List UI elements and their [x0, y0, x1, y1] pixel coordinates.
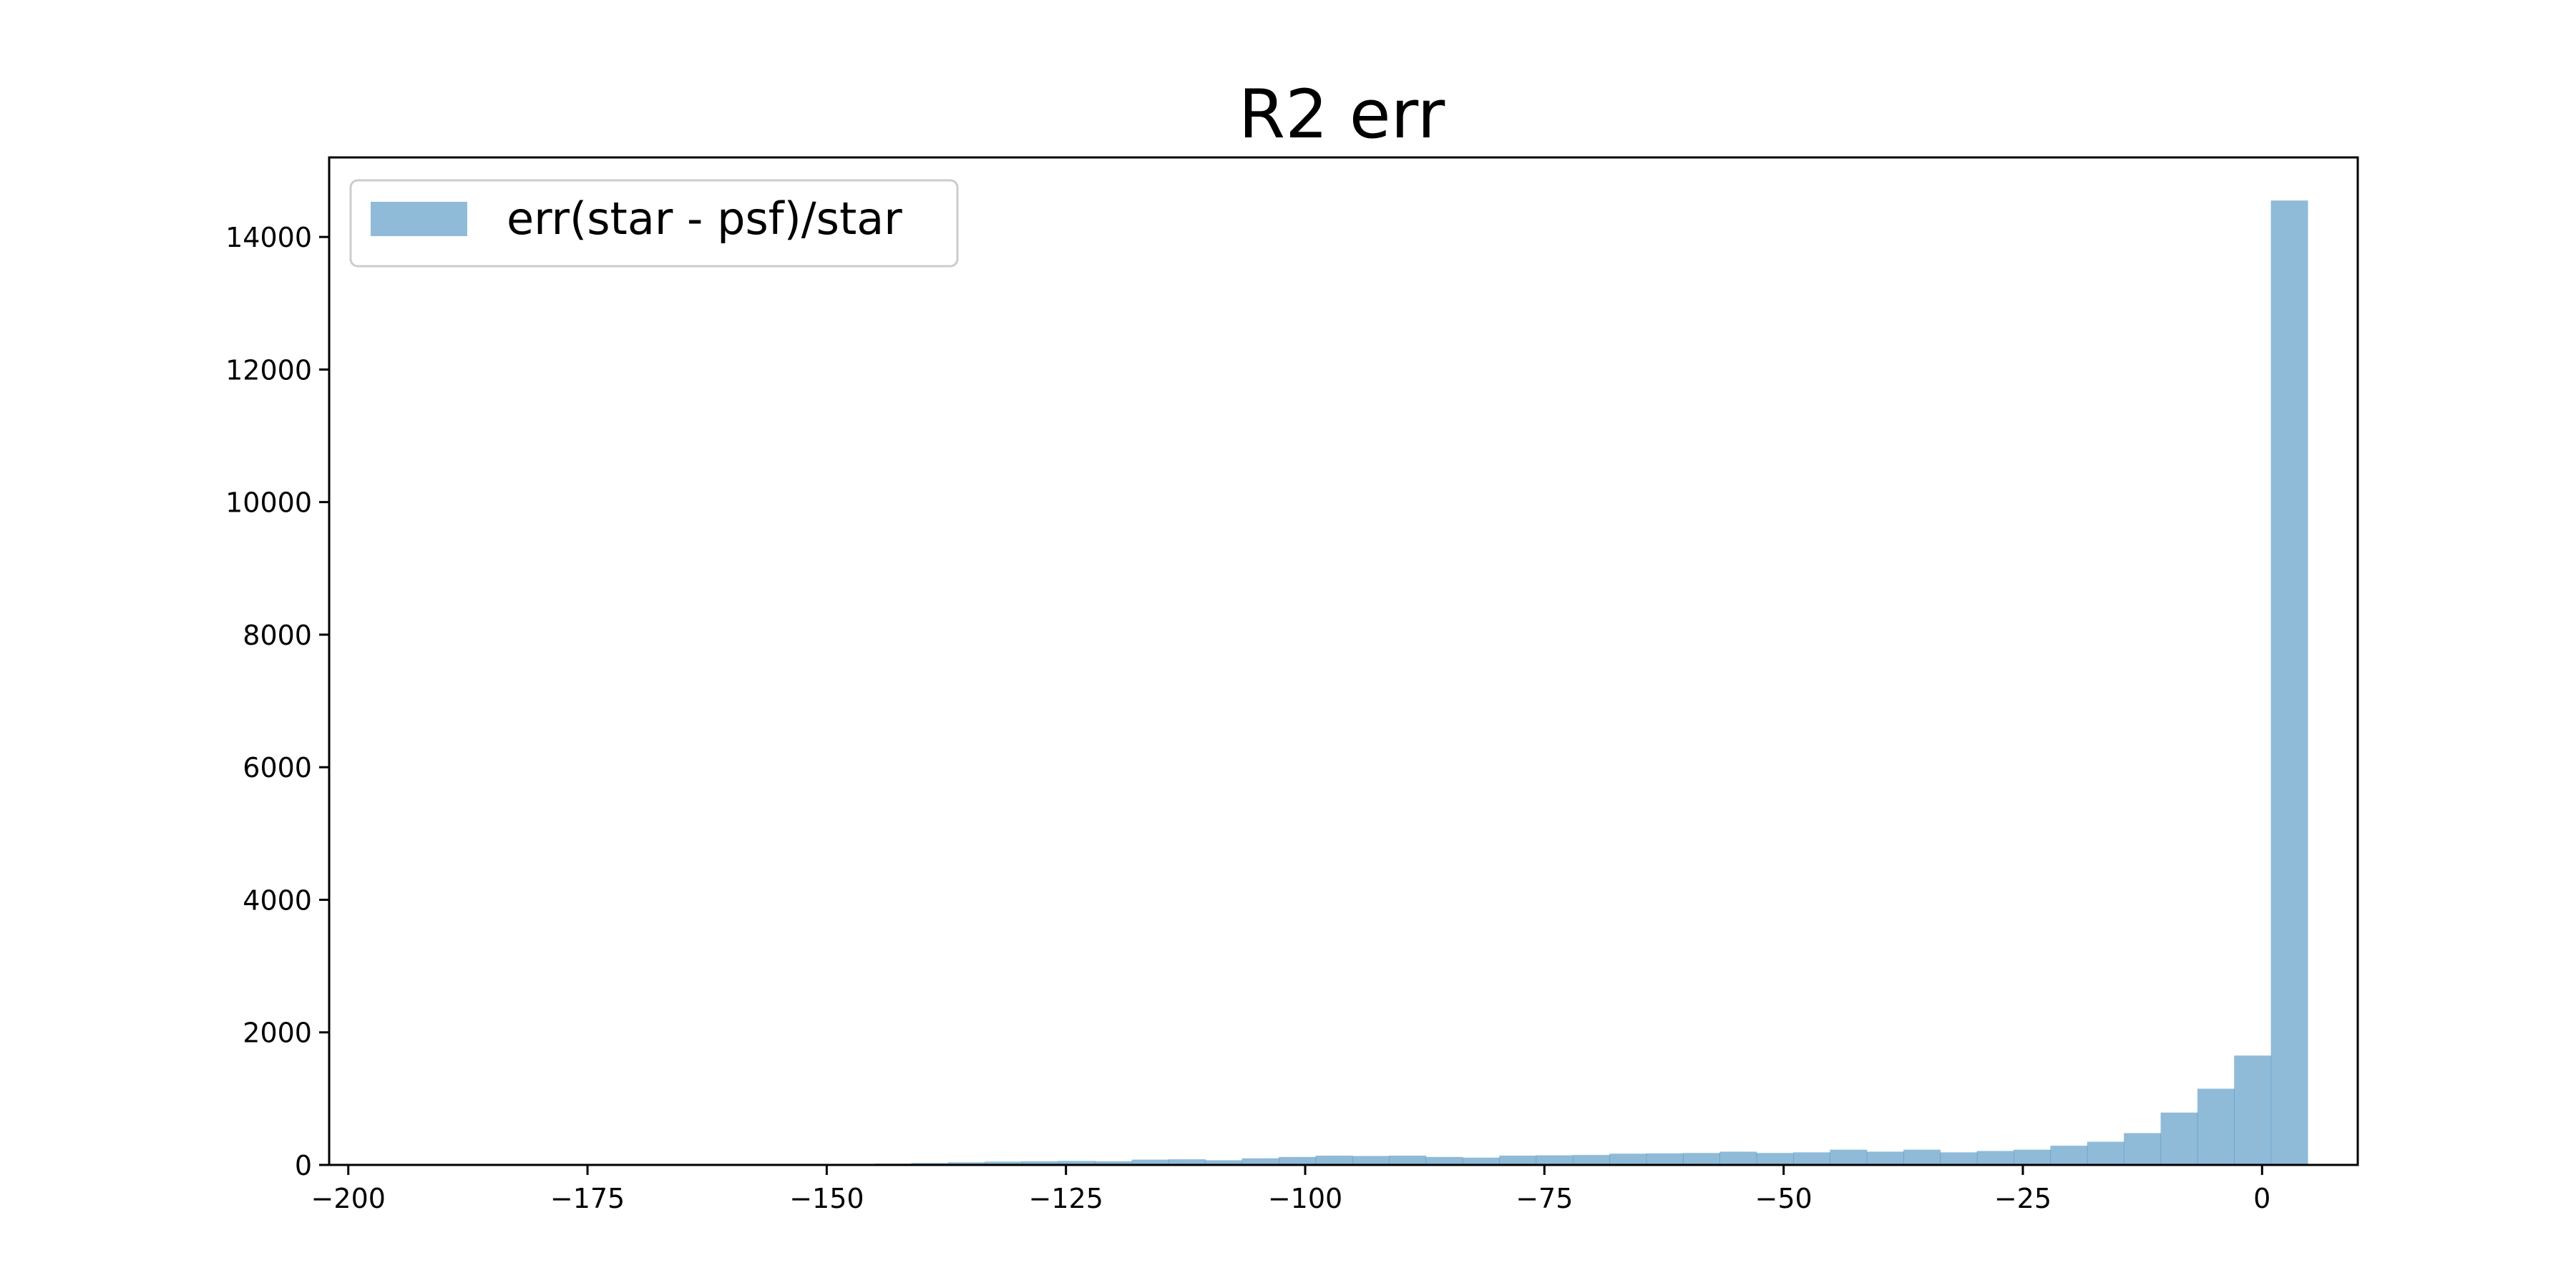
legend-box	[349, 179, 959, 268]
x-tick-label: −75	[1516, 1183, 1573, 1214]
y-tick-label: 8000	[243, 620, 312, 651]
histogram-bar	[1425, 1156, 1463, 1165]
histogram-bar	[947, 1162, 985, 1165]
histogram-bar	[1499, 1156, 1537, 1165]
x-tick-label: −125	[1029, 1183, 1103, 1214]
histogram-bar	[1830, 1149, 1868, 1165]
histogram-bar	[1756, 1153, 1794, 1165]
histogram-bar	[2087, 1141, 2124, 1165]
y-tick-label: 6000	[243, 752, 312, 784]
histogram-bar	[1940, 1152, 1978, 1165]
x-tick-label: −100	[1268, 1183, 1342, 1214]
y-tick-label: 0	[295, 1150, 312, 1181]
histogram-bar	[1279, 1156, 1317, 1165]
histogram-bar	[1609, 1153, 1647, 1165]
histogram-bar	[1572, 1155, 1610, 1165]
histogram-bar	[2270, 200, 2308, 1165]
x-tick-label: −50	[1755, 1183, 1813, 1214]
histogram-bar	[985, 1161, 1023, 1165]
histogram-bar	[2160, 1112, 2198, 1165]
histogram-bars	[874, 200, 2308, 1165]
histogram-bar	[1021, 1161, 1059, 1165]
histogram-bar	[1205, 1160, 1243, 1165]
chart-title: R2 err	[1239, 76, 1445, 154]
legend-swatch	[371, 202, 467, 236]
y-tick-label: 2000	[243, 1018, 312, 1049]
histogram-bar	[1462, 1157, 1500, 1165]
histogram-bar	[2124, 1133, 2162, 1165]
histogram-bar	[1793, 1152, 1830, 1165]
x-tick-label: −150	[789, 1183, 864, 1214]
histogram-bar	[1682, 1153, 1720, 1165]
x-tick-label: 0	[2253, 1183, 2270, 1214]
y-axis: 0 2000 4000 6000 8000 10000 12000 14000	[225, 222, 329, 1181]
histogram-bar	[1389, 1156, 1427, 1165]
y-tick-label: 10000	[225, 487, 312, 519]
histogram-bar	[1866, 1151, 1904, 1165]
plot-frame	[328, 156, 2359, 1166]
x-tick-label: −200	[311, 1183, 386, 1214]
histogram-bar	[1646, 1153, 1684, 1165]
histogram-bar	[1976, 1151, 2014, 1165]
histogram-bar	[1131, 1159, 1169, 1165]
legend-label: err(star - psf)/star	[507, 192, 902, 245]
histogram-bar	[1058, 1161, 1096, 1165]
x-axis: −200 −175 −150 −125 −100 −75 −50 −25 0	[311, 1165, 2270, 1214]
y-tick-label: 4000	[243, 884, 312, 916]
histogram-bar	[1352, 1156, 1390, 1165]
y-tick-label: 14000	[225, 222, 312, 253]
histogram-bar	[2197, 1088, 2235, 1165]
x-tick-label: −25	[1994, 1183, 2051, 1214]
histogram-bar	[2014, 1149, 2051, 1165]
histogram-bar	[1241, 1158, 1279, 1165]
histogram-bar	[1719, 1151, 1757, 1165]
histogram-bar	[2234, 1055, 2272, 1165]
y-tick-label: 12000	[225, 354, 312, 386]
histogram-bar	[2050, 1146, 2088, 1165]
histogram-bar	[1169, 1159, 1206, 1165]
histogram-bar	[1903, 1149, 1941, 1165]
histogram-bar	[1315, 1156, 1353, 1165]
x-tick-label: −175	[550, 1183, 625, 1214]
histogram-bar	[1095, 1161, 1133, 1165]
legend: err(star - psf)/star	[349, 179, 959, 268]
histogram-bar	[1536, 1155, 1574, 1165]
